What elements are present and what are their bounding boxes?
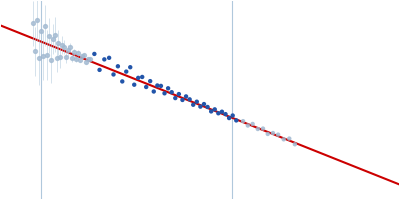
Point <box>190 103 196 106</box>
Point <box>222 113 229 116</box>
Point <box>147 80 153 83</box>
Point <box>183 95 189 98</box>
Point <box>275 133 281 136</box>
Point <box>131 83 138 86</box>
Point <box>123 70 130 73</box>
Point <box>168 91 175 94</box>
Point <box>127 66 134 69</box>
Point <box>204 105 211 109</box>
Point <box>143 85 149 89</box>
Point <box>101 58 108 61</box>
Point <box>201 102 207 106</box>
Point <box>208 110 214 113</box>
Point <box>260 127 266 130</box>
Point <box>292 143 298 146</box>
Point <box>154 84 160 87</box>
Point <box>119 80 126 83</box>
Point <box>270 131 276 135</box>
Point <box>254 127 261 131</box>
Point <box>115 65 121 68</box>
Point <box>230 114 236 117</box>
Point <box>150 90 157 93</box>
Point <box>179 98 186 102</box>
Point <box>215 112 222 115</box>
Point <box>186 98 193 101</box>
Point <box>245 124 251 127</box>
Point <box>91 52 98 56</box>
Point <box>135 76 142 79</box>
Point <box>219 110 225 113</box>
Point <box>250 122 256 126</box>
Point <box>172 96 178 100</box>
Point <box>212 108 218 111</box>
Point <box>194 100 200 103</box>
Point <box>233 119 240 122</box>
Point <box>240 120 246 123</box>
Point <box>161 92 168 95</box>
Point <box>286 137 292 140</box>
Point <box>158 84 164 88</box>
Point <box>226 116 232 120</box>
Point <box>110 73 117 76</box>
Point <box>264 132 271 136</box>
Point <box>96 68 103 71</box>
Point <box>165 87 171 90</box>
Point <box>280 138 287 141</box>
Point <box>106 56 112 59</box>
Point <box>139 75 146 79</box>
Point <box>197 105 204 108</box>
Point <box>176 92 182 96</box>
